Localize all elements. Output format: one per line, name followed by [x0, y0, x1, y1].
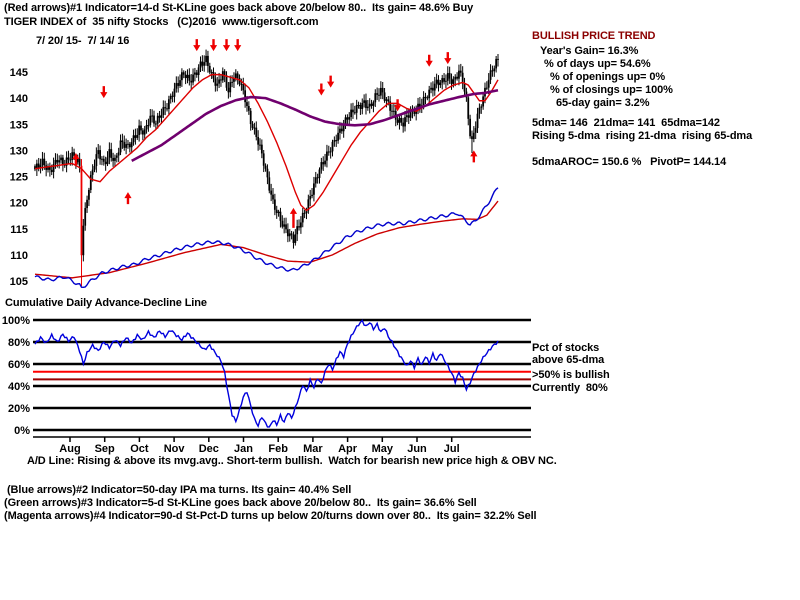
indicator1-caption: (Red arrows)#1 Indicator=14-d St-KLine g… [4, 2, 474, 14]
date-range: 7/ 20/ 15- 7/ 14/ 16 [36, 35, 130, 47]
pct-note-1: Pct of stocks [532, 342, 600, 354]
price-y-axis: 145 140 135 130 125 120 115 110 105 [10, 67, 28, 288]
month-label: Jun [407, 443, 427, 455]
ma-slow-line [131, 89, 499, 162]
obv-blue-line [34, 187, 499, 289]
svg-text:135: 135 [10, 119, 28, 131]
svg-text:110: 110 [10, 250, 28, 262]
down-arrow-icon [193, 39, 201, 52]
pct-note-2: above 65-dma [532, 354, 605, 366]
candlesticks [34, 49, 499, 287]
svg-text:105: 105 [10, 276, 28, 288]
up-arrow-icon [289, 207, 298, 228]
down-arrow-icon [209, 39, 218, 52]
month-label: May [372, 443, 394, 455]
month-label: Feb [268, 443, 288, 455]
svg-text:60%: 60% [8, 359, 30, 371]
svg-text:0%: 0% [14, 425, 30, 437]
ad-caption: A/D Line: Rising & above its mvg.avg.. S… [27, 455, 557, 467]
signal-arrows [72, 39, 478, 228]
ad-chart-title: Cumulative Daily Advance-Decline Line [5, 297, 207, 309]
down-arrow-icon [234, 39, 242, 52]
down-arrow-icon [393, 99, 402, 112]
up-arrow-icon [72, 152, 80, 165]
svg-text:20%: 20% [8, 403, 30, 415]
month-label: Aug [59, 443, 80, 455]
month-label: Oct [130, 443, 149, 455]
svg-text:115: 115 [10, 224, 28, 236]
stat-days-up: % of days up= 54.6% [544, 58, 651, 70]
ad-x-axis: Aug Sep Oct Nov Dec Jan Feb Mar Apr May Jun Jul [33, 436, 531, 455]
svg-text:140: 140 [10, 93, 28, 105]
stat-openings-up: % of openings up= 0% [550, 71, 666, 83]
up-arrow-icon [470, 150, 478, 163]
down-arrow-icon [317, 83, 325, 96]
svg-text:145: 145 [10, 67, 28, 79]
down-arrow-icon [327, 75, 335, 88]
stat-closings-up: % of closings up= 100% [550, 84, 673, 96]
down-arrow-icon [100, 86, 108, 99]
indicator3-caption: (Green arrows)#3 Indicator=5-d St-KLine … [4, 497, 477, 509]
indicator2-caption: (Blue arrows)#2 Indicator=50-day IPA ma … [4, 484, 352, 496]
indicator4-caption: (Magenta arrows)#4 Indicator=90-d St-Pct… [4, 510, 537, 522]
chart-title: TIGER INDEX of 35 nifty Stocks (C)2016 w… [4, 16, 319, 28]
ad-line [34, 319, 499, 428]
ad-gridlines [33, 318, 531, 432]
month-label: Sep [95, 443, 115, 455]
svg-text:120: 120 [10, 198, 28, 210]
svg-text:80%: 80% [8, 337, 30, 349]
dma-trend: Rising 5-dma rising 21-dma rising 65-dma [532, 130, 753, 142]
month-label: Mar [303, 443, 323, 455]
stat-65day-gain: 65-day gain= 3.2% [556, 97, 650, 109]
ad-y-labels: 100% 80% 60% 40% 20% 0% [2, 315, 30, 437]
month-label: Jul [444, 443, 460, 455]
up-arrow-icon [124, 192, 132, 205]
obv-red-line [34, 200, 499, 279]
down-arrow-icon [425, 54, 433, 67]
svg-text:130: 130 [10, 145, 28, 157]
stat-years-gain: Year's Gain= 16.3% [540, 45, 639, 57]
month-label: Nov [164, 443, 186, 455]
svg-text:125: 125 [10, 172, 28, 184]
down-arrow-icon [222, 39, 231, 52]
svg-text:40%: 40% [8, 381, 30, 393]
pct-note-4: Currently 80% [532, 382, 608, 394]
aroc-pivot: 5dmaAROC= 150.6 % PivotP= 144.14 [532, 156, 727, 168]
dma-values: 5dma= 146 21dma= 141 65dma=142 [532, 117, 720, 129]
trend-status-label: BULLISH PRICE TREND [532, 30, 656, 42]
month-label: Dec [199, 443, 219, 455]
svg-text:100%: 100% [2, 315, 30, 327]
pct-note-3: >50% is bullish [532, 369, 610, 381]
month-label: Jan [234, 443, 253, 455]
down-arrow-icon [444, 52, 452, 65]
ad-ref-lines [33, 370, 531, 381]
month-label: Apr [338, 443, 358, 455]
